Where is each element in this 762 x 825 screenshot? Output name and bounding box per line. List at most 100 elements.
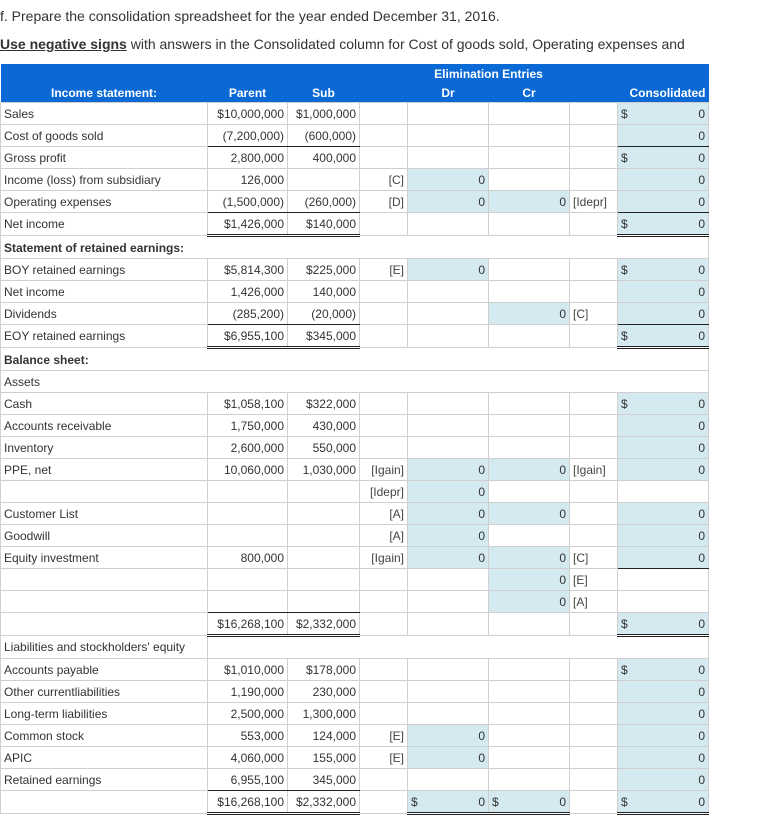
consolidated-input[interactable]: $0: [617, 392, 709, 415]
dr-input[interactable]: 0: [407, 724, 489, 747]
cr-input[interactable]: 0: [488, 502, 570, 525]
cr-input: [488, 324, 570, 348]
dr-input[interactable]: 0: [407, 746, 489, 769]
consolidated-input[interactable]: 0: [617, 768, 709, 791]
dr-input[interactable]: 0: [407, 480, 489, 503]
consolidated-input-value: 0: [698, 396, 705, 411]
cr-input-value: 0: [559, 550, 566, 565]
dr-entry-code: [359, 590, 408, 613]
dr-input[interactable]: 0: [407, 546, 489, 569]
sub-value-value: $225,000: [305, 262, 356, 277]
row-label-value: BOY retained earnings: [4, 262, 126, 277]
dr-entry-code: [Igain]: [359, 458, 408, 481]
dr-input[interactable]: 0: [407, 258, 489, 281]
cr-input[interactable]: 0: [488, 302, 570, 325]
dr-input[interactable]: 0: [407, 502, 489, 525]
dollar-sign: $: [411, 794, 418, 809]
consolidated-input[interactable]: 0: [617, 190, 709, 213]
consolidated-input[interactable]: $0: [617, 258, 709, 281]
cr-entry-code-value: [Idepr]: [573, 194, 608, 209]
parent-value-value: $10,000,000: [217, 106, 284, 121]
consolidated-input[interactable]: 0: [617, 436, 709, 459]
consolidated-input[interactable]: 0: [617, 546, 709, 569]
consolidated-input[interactable]: 0: [617, 280, 709, 303]
consolidated-input[interactable]: 0: [617, 502, 709, 525]
table-row: [Idepr] 0: [0, 480, 709, 503]
dr-entry-code-value: [A]: [389, 528, 404, 543]
sub-value-value: $2,332,000: [295, 616, 356, 631]
consolidated-input[interactable]: $0: [617, 612, 709, 637]
cr-input[interactable]: 0: [488, 568, 570, 591]
row-label-value: Accounts receivable: [4, 418, 112, 433]
cr-input[interactable]: 0: [488, 590, 570, 613]
row-label-value: Retained earnings: [4, 772, 102, 787]
parent-value-value: $6,955,100: [223, 328, 284, 343]
row-label: [0, 612, 208, 636]
consolidated-input[interactable]: $0: [617, 102, 709, 125]
consolidated-input[interactable]: $0: [617, 146, 709, 169]
dr-input: [407, 612, 489, 636]
consolidated-input[interactable]: $0: [617, 212, 709, 237]
consolidated-input-value: 0: [698, 506, 705, 521]
cr-input: [488, 258, 570, 281]
income-statement-header: Income statement:: [0, 83, 208, 103]
section-heading: Statement of retained earnings:: [0, 235, 709, 259]
dr-input[interactable]: $0: [407, 790, 489, 815]
table-row: Cash $1,058,100 $322,000 $0: [0, 392, 709, 415]
dr-input: [407, 146, 489, 169]
consolidated-input[interactable]: $0: [617, 658, 709, 681]
dr-entry-code: [Igain]: [359, 546, 408, 569]
consolidated-input[interactable]: 0: [617, 168, 709, 191]
consolidated-input[interactable]: 0: [617, 458, 709, 481]
cr-input[interactable]: $0: [488, 790, 570, 815]
cr-entry-code: [569, 524, 618, 547]
dr-entry-code: [359, 568, 408, 591]
consolidated-input[interactable]: $0: [617, 324, 709, 349]
row-label: [0, 790, 208, 814]
cr-input: [488, 392, 570, 415]
dr-input-value: 0: [478, 194, 485, 209]
dr-entry-code: [A]: [359, 502, 408, 525]
cr-input[interactable]: 0: [488, 458, 570, 481]
parent-value: $1,010,000: [207, 658, 288, 681]
cr-header: Cr: [488, 83, 570, 103]
consolidated-input[interactable]: 0: [617, 524, 709, 547]
sub-value: $345,000: [287, 324, 360, 349]
cr-input: [488, 612, 570, 636]
cr-entry-code: [569, 258, 618, 281]
consolidated-input[interactable]: 0: [617, 746, 709, 769]
row-label-value: Cash: [4, 396, 33, 411]
cr-input[interactable]: 0: [488, 546, 570, 569]
dr-input[interactable]: 0: [407, 190, 489, 213]
consolidated-input[interactable]: 0: [617, 124, 709, 147]
parent-value-value: $1,058,100: [223, 396, 284, 411]
dr-entry-code-value: [Idepr]: [369, 484, 404, 499]
dr-input: [407, 658, 489, 681]
consolidated-input-value: 0: [698, 216, 705, 231]
cr-input[interactable]: 0: [488, 190, 570, 213]
dr-input[interactable]: 0: [407, 168, 489, 191]
row-label-value: Dividends: [4, 306, 57, 321]
dr-input[interactable]: 0: [407, 458, 489, 481]
sub-value-value: 550,000: [312, 440, 356, 455]
sub-value: 430,000: [287, 414, 360, 437]
dollar-sign: $: [621, 328, 628, 343]
consolidated-input-value: 0: [698, 194, 705, 209]
consolidated-input[interactable]: 0: [617, 414, 709, 437]
cr-entry-code: [569, 392, 618, 415]
parent-value: 126,000: [207, 168, 288, 191]
cr-entry-code: [569, 790, 618, 814]
cr-input-value: 0: [559, 306, 566, 321]
sub-value-value: 230,000: [312, 684, 356, 699]
sub-value: [287, 546, 360, 569]
consolidated-input[interactable]: 0: [617, 702, 709, 725]
parent-value: 2,800,000: [207, 146, 288, 169]
consolidated-input[interactable]: 0: [617, 680, 709, 703]
consolidated-input[interactable]: 0: [617, 302, 709, 325]
consolidated-input[interactable]: $0: [617, 790, 709, 815]
dr-entry-code-value: [Igain]: [371, 550, 404, 565]
table-row: 0 [E]: [0, 568, 709, 591]
dr-input: [407, 590, 489, 613]
consolidated-input[interactable]: 0: [617, 724, 709, 747]
dr-input[interactable]: 0: [407, 524, 489, 547]
